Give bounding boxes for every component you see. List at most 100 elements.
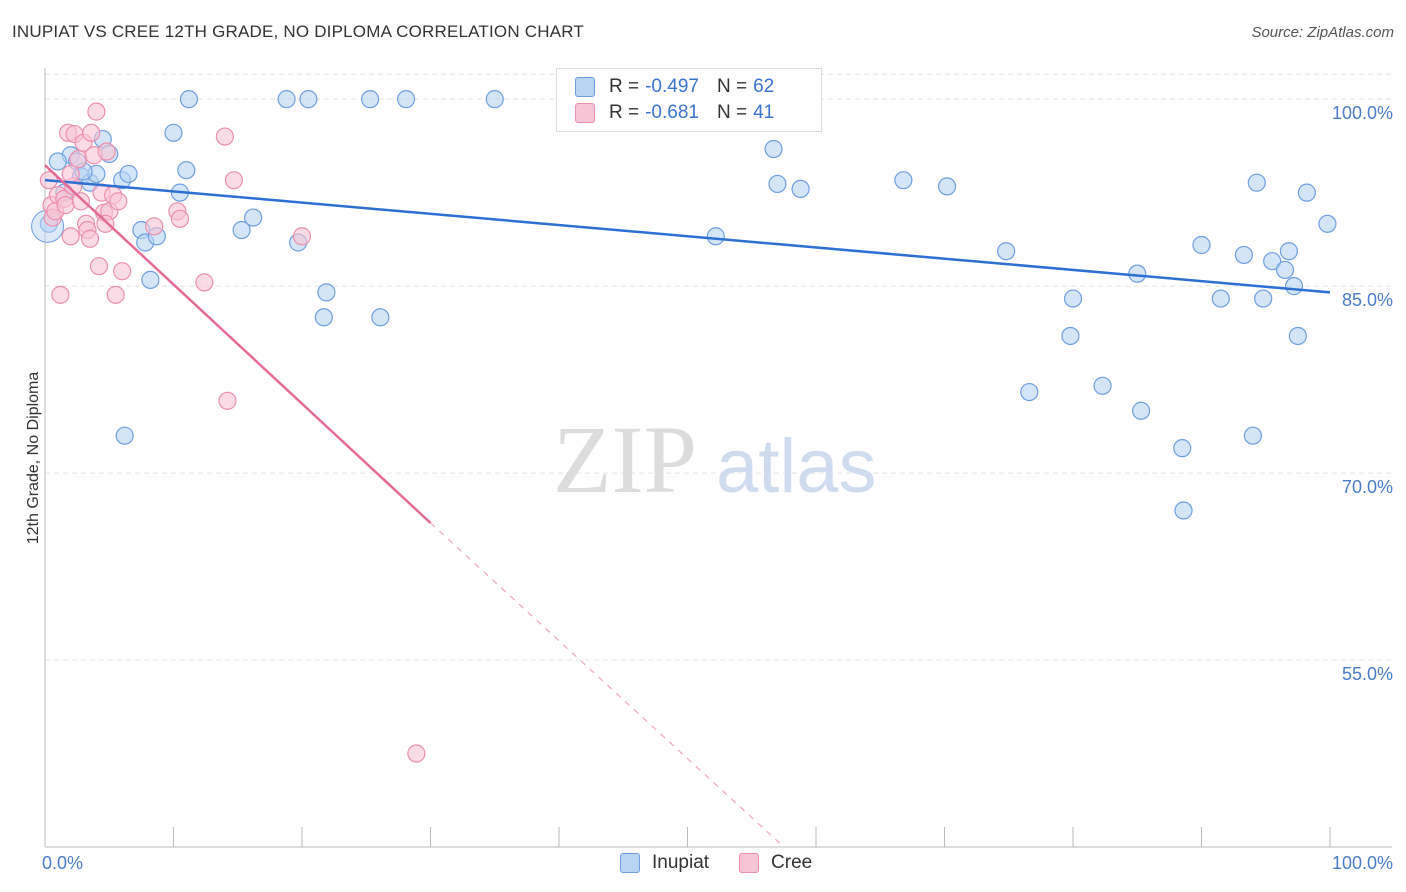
cree-n-label: N = bbox=[716, 102, 748, 123]
cree-r-value: -0.681 bbox=[645, 102, 699, 123]
cree-point-35 bbox=[292, 227, 312, 246]
cree-n-value: 41 bbox=[753, 102, 775, 123]
trend-lines bbox=[44, 164, 1331, 848]
series-legend: Inupiat Cree bbox=[620, 852, 842, 874]
cree-point-9 bbox=[61, 227, 80, 246]
inupiat-point-17 bbox=[177, 161, 196, 180]
cree-point-37 bbox=[96, 214, 115, 233]
legend-item-inupiat[interactable]: Inupiat bbox=[620, 852, 709, 874]
cree-point-27 bbox=[109, 192, 128, 211]
chart-title: INUPIAT VS CREE 12TH GRADE, NO DIPLOMA C… bbox=[12, 22, 584, 41]
cree-point-31 bbox=[195, 273, 214, 292]
inupiat-point-31 bbox=[115, 426, 134, 445]
inupiat-point-43 bbox=[1128, 264, 1147, 283]
cree-point-5 bbox=[51, 285, 70, 304]
inupiat-point-56 bbox=[1284, 277, 1304, 296]
cree-legend-label: Cree bbox=[771, 852, 813, 873]
cree-r-label: R = bbox=[609, 102, 640, 123]
inupiat-point-55 bbox=[1279, 242, 1298, 261]
cree-point-13 bbox=[71, 192, 91, 211]
inupiat-swatch bbox=[575, 77, 595, 97]
cree-point-7 bbox=[56, 196, 75, 215]
watermark: ZIP atlas bbox=[553, 406, 877, 513]
cree-point-34 bbox=[224, 171, 243, 190]
cree-point-23 bbox=[97, 142, 116, 161]
y-axis-label: 12th Grade, No Diploma bbox=[25, 372, 42, 545]
grid bbox=[45, 73, 1392, 661]
cree-trend-extension bbox=[430, 522, 785, 848]
inupiat-point-53 bbox=[1263, 252, 1282, 271]
inupiat-point-25 bbox=[317, 283, 336, 302]
cree-point-40 bbox=[80, 229, 100, 248]
inupiat-point-27 bbox=[371, 308, 390, 327]
inupiat-point-22 bbox=[299, 90, 318, 109]
inupiat-point-21 bbox=[277, 90, 296, 109]
inupiat-point-40 bbox=[1061, 326, 1080, 346]
inupiat-legend-swatch bbox=[620, 853, 640, 873]
x-tick-label-0: 0.0% bbox=[42, 853, 83, 873]
cree-point-19 bbox=[87, 102, 106, 121]
inupiat-n-label: N = bbox=[716, 76, 748, 97]
inupiat-point-24 bbox=[314, 308, 333, 327]
y-tick-label-1: 70.0% bbox=[1342, 477, 1393, 497]
chart-source: Source: ZipAtlas.com bbox=[1251, 24, 1394, 41]
inupiat-point-46 bbox=[1174, 501, 1193, 520]
inupiat-point-49 bbox=[1234, 245, 1254, 265]
inupiat-point-19 bbox=[232, 220, 251, 240]
y-tick-label-3: 100.0% bbox=[1332, 103, 1393, 123]
inupiat-points bbox=[31, 90, 1337, 520]
cree-swatch bbox=[575, 103, 595, 123]
x-tick-label-1: 100.0% bbox=[1332, 853, 1393, 873]
inupiat-point-34 bbox=[768, 174, 787, 194]
cree-point-26 bbox=[106, 285, 125, 304]
watermark-atlas: atlas bbox=[716, 424, 877, 509]
inupiat-point-60 bbox=[48, 152, 67, 171]
inupiat-point-59 bbox=[1318, 214, 1337, 233]
inupiat-point-41 bbox=[1063, 289, 1083, 308]
inupiat-point-13 bbox=[141, 270, 160, 289]
inupiat-point-54 bbox=[1275, 260, 1295, 280]
tick-labels: 55.0% 70.0% 85.0% 100.0% 0.0% 100.0% bbox=[42, 103, 1393, 873]
inupiat-r-value: -0.497 bbox=[645, 76, 699, 97]
inupiat-point-39 bbox=[1020, 382, 1039, 402]
cree-points bbox=[39, 102, 426, 763]
inupiat-point-58 bbox=[1297, 183, 1316, 202]
inupiat-point-57 bbox=[1288, 326, 1307, 346]
inupiat-point-29 bbox=[485, 90, 504, 109]
cree-point-33 bbox=[218, 391, 237, 410]
cree-point-38 bbox=[61, 164, 80, 184]
cree-point-12 bbox=[69, 149, 88, 169]
inupiat-legend-label: Inupiat bbox=[652, 852, 710, 873]
cree-point-39 bbox=[145, 217, 164, 236]
inupiat-point-51 bbox=[1247, 173, 1266, 192]
inupiat-point-18 bbox=[179, 90, 199, 109]
inupiat-point-36 bbox=[894, 171, 913, 190]
inupiat-point-50 bbox=[1243, 426, 1263, 445]
y-tick-label-0: 55.0% bbox=[1342, 664, 1393, 684]
inupiat-trend-line bbox=[44, 178, 1331, 294]
inupiat-point-48 bbox=[1211, 289, 1230, 308]
correlation-legend: R = -0.497 N = 62 R = -0.681 N = 41 bbox=[556, 68, 822, 132]
inupiat-point-20 bbox=[244, 208, 263, 227]
inupiat-point-15 bbox=[164, 123, 183, 142]
inupiat-point-35 bbox=[791, 179, 810, 199]
inupiat-point-26 bbox=[361, 90, 380, 109]
inupiat-point-33 bbox=[764, 139, 783, 159]
inupiat-point-28 bbox=[396, 90, 416, 109]
inupiat-point-44 bbox=[1132, 401, 1151, 420]
watermark-zip: ZIP bbox=[553, 406, 697, 513]
cree-point-36 bbox=[407, 744, 426, 763]
cree-trend-line bbox=[44, 164, 432, 524]
inupiat-point-52 bbox=[1254, 289, 1273, 308]
cree-point-30 bbox=[170, 209, 190, 228]
cree-point-32 bbox=[215, 127, 234, 146]
inupiat-point-32 bbox=[706, 227, 725, 246]
inupiat-point-37 bbox=[937, 177, 957, 196]
inupiat-point-10 bbox=[119, 164, 138, 184]
legend-row-cree: R = -0.681 N = 41 bbox=[575, 100, 774, 126]
cree-point-20 bbox=[89, 257, 109, 276]
legend-item-cree[interactable]: Cree bbox=[739, 852, 812, 874]
cree-point-28 bbox=[112, 262, 132, 281]
inupiat-point-47 bbox=[1192, 235, 1211, 255]
